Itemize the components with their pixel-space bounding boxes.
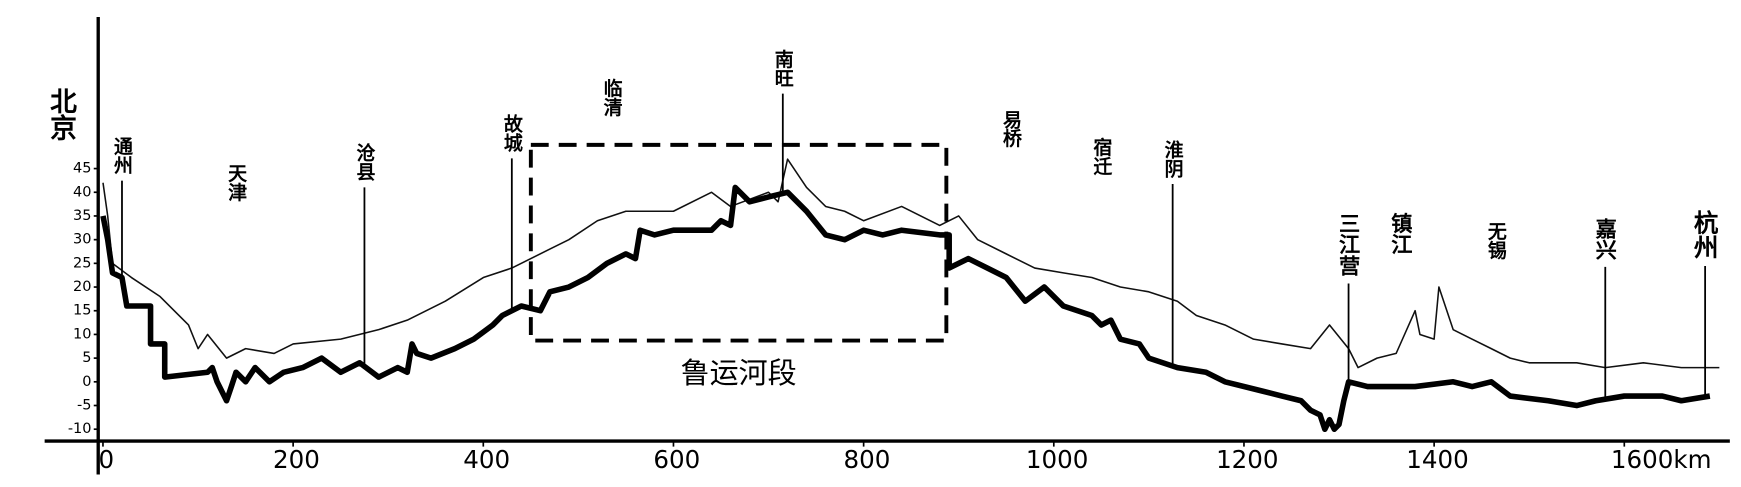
place-label: 淮阴 <box>1162 139 1184 178</box>
y-tick-label: 10 <box>73 326 91 342</box>
x-tick-label: 800 <box>844 445 891 474</box>
place-label: 嘉兴 <box>1593 217 1618 260</box>
x-tick-label: 1200 <box>1216 445 1278 474</box>
place-label: 易桥 <box>1000 109 1022 148</box>
place-label: 镇江 <box>1388 212 1413 255</box>
x-tick-label: 200 <box>273 445 320 474</box>
place-label: 杭州 <box>1691 209 1720 260</box>
x-tick-label: 600 <box>653 445 700 474</box>
y-tick-label: -10 <box>68 421 92 437</box>
x-tick-label: 1000 <box>1026 445 1088 474</box>
place-label: 三江营 <box>1336 212 1361 277</box>
place-label: 天津 <box>225 163 247 201</box>
y-tick-label: 0 <box>82 374 91 390</box>
place-label: 宿迁 <box>1090 136 1112 175</box>
x-tick-label: 400 <box>463 445 510 474</box>
y-tick-label: 40 <box>73 184 91 200</box>
place-label: 无锡 <box>1485 221 1507 260</box>
thin-line <box>102 158 1720 369</box>
x-tick-label: 0 <box>99 445 115 474</box>
y-tick-label: -5 <box>77 397 91 413</box>
section-label: 鲁运河段 <box>681 356 797 390</box>
y-tick-label: 5 <box>82 350 91 366</box>
place-label: 临清 <box>601 77 623 116</box>
y-tick-label: 30 <box>73 232 91 248</box>
place-label: 南旺 <box>772 49 794 87</box>
place-label: 北京 <box>45 87 76 141</box>
section-box <box>528 142 949 343</box>
place-label: 沧县 <box>353 142 375 182</box>
place-label: 故城 <box>501 113 523 153</box>
y-tick-label: 35 <box>73 208 91 224</box>
y-tick-label: 20 <box>73 279 91 295</box>
x-tick-label: 1400 <box>1406 445 1468 474</box>
place-label: 通州 <box>111 136 133 174</box>
y-tick-label: 25 <box>73 255 91 271</box>
thick-line <box>100 184 1711 432</box>
x-tick-label: 1600km <box>1611 445 1712 474</box>
y-tick-label: 45 <box>73 161 91 177</box>
y-tick-label: 15 <box>73 303 91 319</box>
